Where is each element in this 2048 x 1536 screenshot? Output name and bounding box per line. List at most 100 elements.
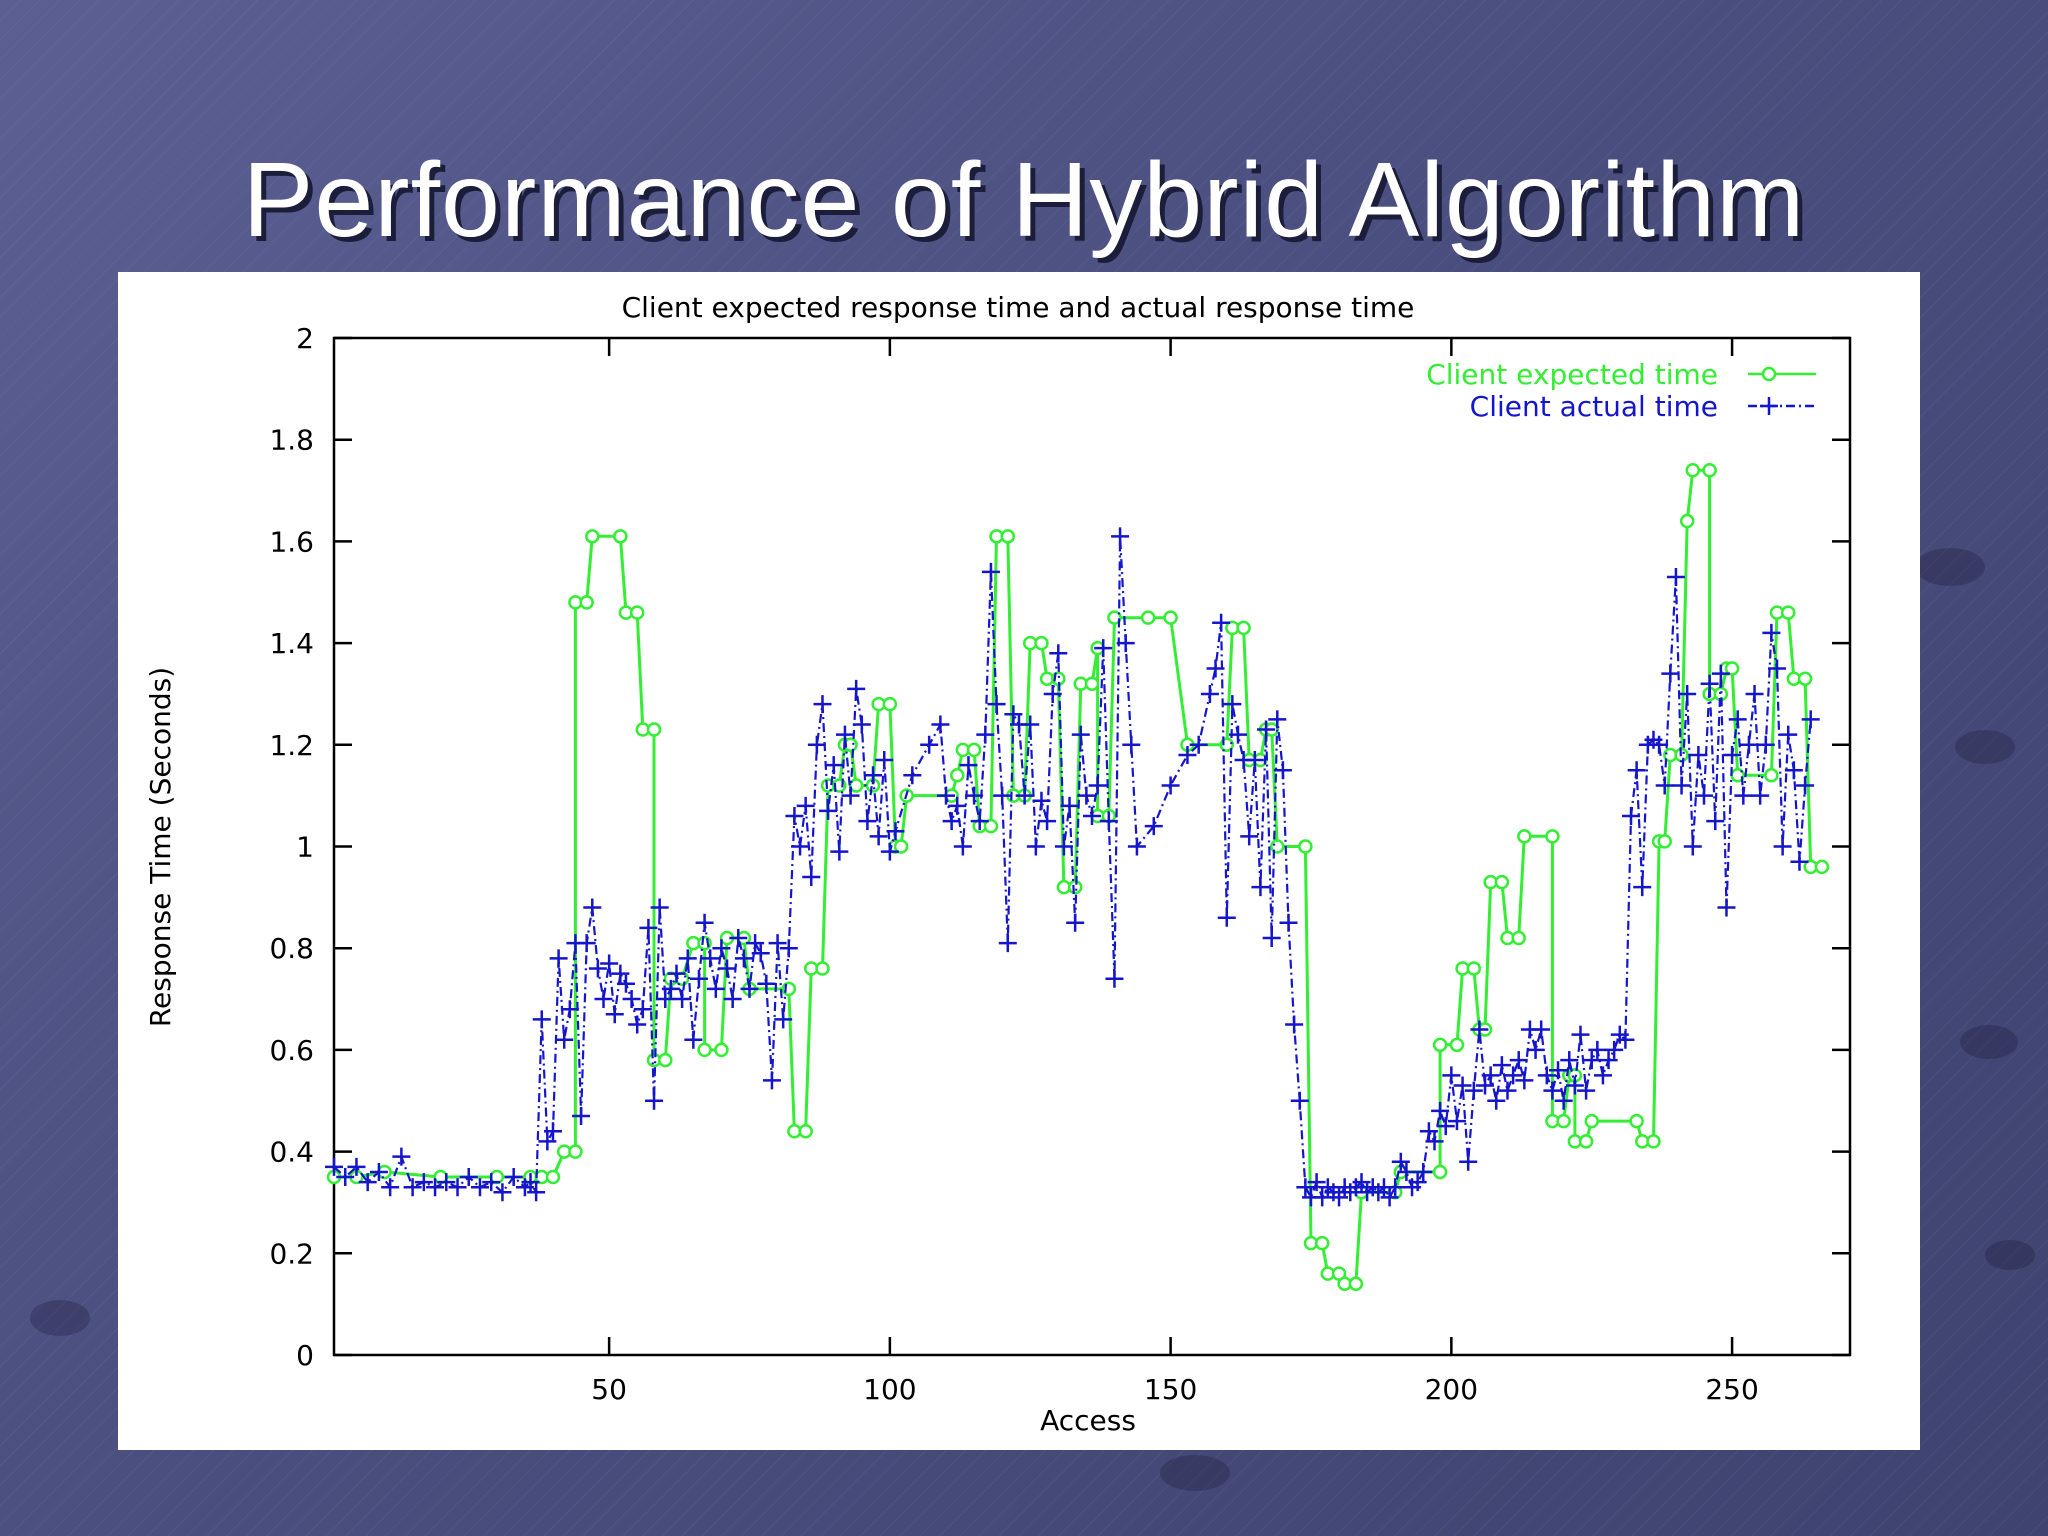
y-tick-label: 1	[296, 831, 314, 864]
data-point	[1588, 1040, 1607, 1059]
data-point	[1453, 1076, 1472, 1095]
data-point	[966, 742, 982, 758]
data-point	[1206, 659, 1225, 678]
data-point	[1734, 786, 1753, 805]
data-point	[628, 1015, 647, 1034]
data-point	[712, 939, 731, 958]
data-point	[633, 1000, 652, 1019]
data-point	[1088, 776, 1107, 795]
data-point	[893, 839, 909, 854]
data-point	[751, 944, 770, 963]
data-point	[1251, 878, 1270, 897]
data-point	[1200, 684, 1219, 703]
data-point	[1790, 852, 1809, 871]
data-point	[815, 961, 830, 976]
data-point	[1711, 664, 1730, 683]
data-point	[1762, 623, 1781, 642]
data-point	[993, 786, 1012, 805]
data-point	[714, 1042, 729, 1058]
data-point	[798, 1124, 813, 1139]
data-point	[459, 1168, 478, 1187]
data-point	[1739, 735, 1758, 754]
data-point	[762, 1071, 781, 1090]
data-point	[1751, 786, 1770, 805]
data-point	[1257, 720, 1276, 739]
data-point	[802, 868, 821, 887]
data-point	[1724, 661, 1740, 676]
data-point	[1666, 567, 1685, 586]
data-point	[1661, 664, 1680, 683]
data-point	[1431, 1101, 1450, 1120]
data-point	[658, 1052, 673, 1068]
data-point	[1397, 1162, 1416, 1181]
data-point	[369, 1162, 388, 1181]
data-point	[545, 1169, 561, 1185]
data-point	[1380, 1188, 1399, 1207]
data-point	[824, 756, 843, 775]
data-point	[1556, 1113, 1571, 1129]
data-point	[1481, 1066, 1500, 1085]
data-point	[903, 766, 922, 785]
data-point	[448, 1178, 467, 1197]
data-point	[1105, 969, 1124, 988]
data-point	[729, 929, 748, 948]
y-tick-label: 1.2	[269, 729, 314, 762]
data-point	[1768, 659, 1787, 678]
data-point	[1526, 1040, 1545, 1059]
data-point	[1049, 644, 1068, 663]
decorative-orb	[30, 1300, 90, 1336]
data-point	[470, 1178, 489, 1197]
data-point	[577, 934, 596, 953]
data-point	[959, 756, 978, 775]
data-point	[1060, 796, 1079, 815]
data-point	[1122, 735, 1141, 754]
data-point	[1094, 639, 1113, 658]
data-point	[1144, 817, 1163, 836]
data-point	[1672, 776, 1691, 795]
data-point	[1627, 761, 1646, 780]
data-point	[1414, 1162, 1433, 1181]
data-point	[600, 954, 619, 973]
data-point	[650, 898, 669, 917]
data-point	[414, 1173, 433, 1192]
data-point	[1685, 462, 1701, 478]
data-point	[830, 842, 849, 861]
data-point	[684, 1030, 703, 1049]
data-point	[1038, 812, 1057, 831]
data-point	[841, 786, 860, 805]
data-point	[1537, 1066, 1556, 1085]
data-point	[336, 1168, 355, 1187]
data-point	[1560, 1051, 1579, 1070]
chart-panel: Client expected response time and actual…	[118, 272, 1920, 1450]
decorative-orb	[1960, 1025, 2018, 1059]
data-point	[403, 1178, 422, 1197]
x-axis-label: Access	[1040, 1404, 1136, 1437]
y-tick-label: 2	[296, 322, 314, 355]
data-point	[1773, 837, 1792, 856]
series-client-expected-time	[326, 462, 1830, 1292]
legend-marker	[1760, 397, 1778, 415]
data-point	[875, 751, 894, 770]
data-point	[1650, 735, 1669, 754]
data-point	[1796, 776, 1815, 795]
data-point	[1801, 710, 1820, 729]
data-point	[835, 725, 854, 744]
decorative-orb	[1985, 1240, 2035, 1270]
data-point	[1026, 837, 1045, 856]
data-point	[774, 1010, 793, 1029]
data-point	[1236, 620, 1251, 636]
data-point	[1582, 1051, 1601, 1070]
data-point	[718, 959, 737, 978]
data-point	[1391, 1152, 1410, 1171]
data-point	[706, 979, 725, 998]
data-point	[1532, 1020, 1551, 1039]
data-point	[1015, 786, 1034, 805]
data-point	[426, 1178, 445, 1197]
data-point	[882, 696, 898, 712]
data-point	[1273, 761, 1292, 780]
data-point	[949, 768, 965, 783]
data-point	[1111, 527, 1130, 546]
data-point	[1296, 1178, 1315, 1197]
data-point	[1116, 634, 1135, 653]
